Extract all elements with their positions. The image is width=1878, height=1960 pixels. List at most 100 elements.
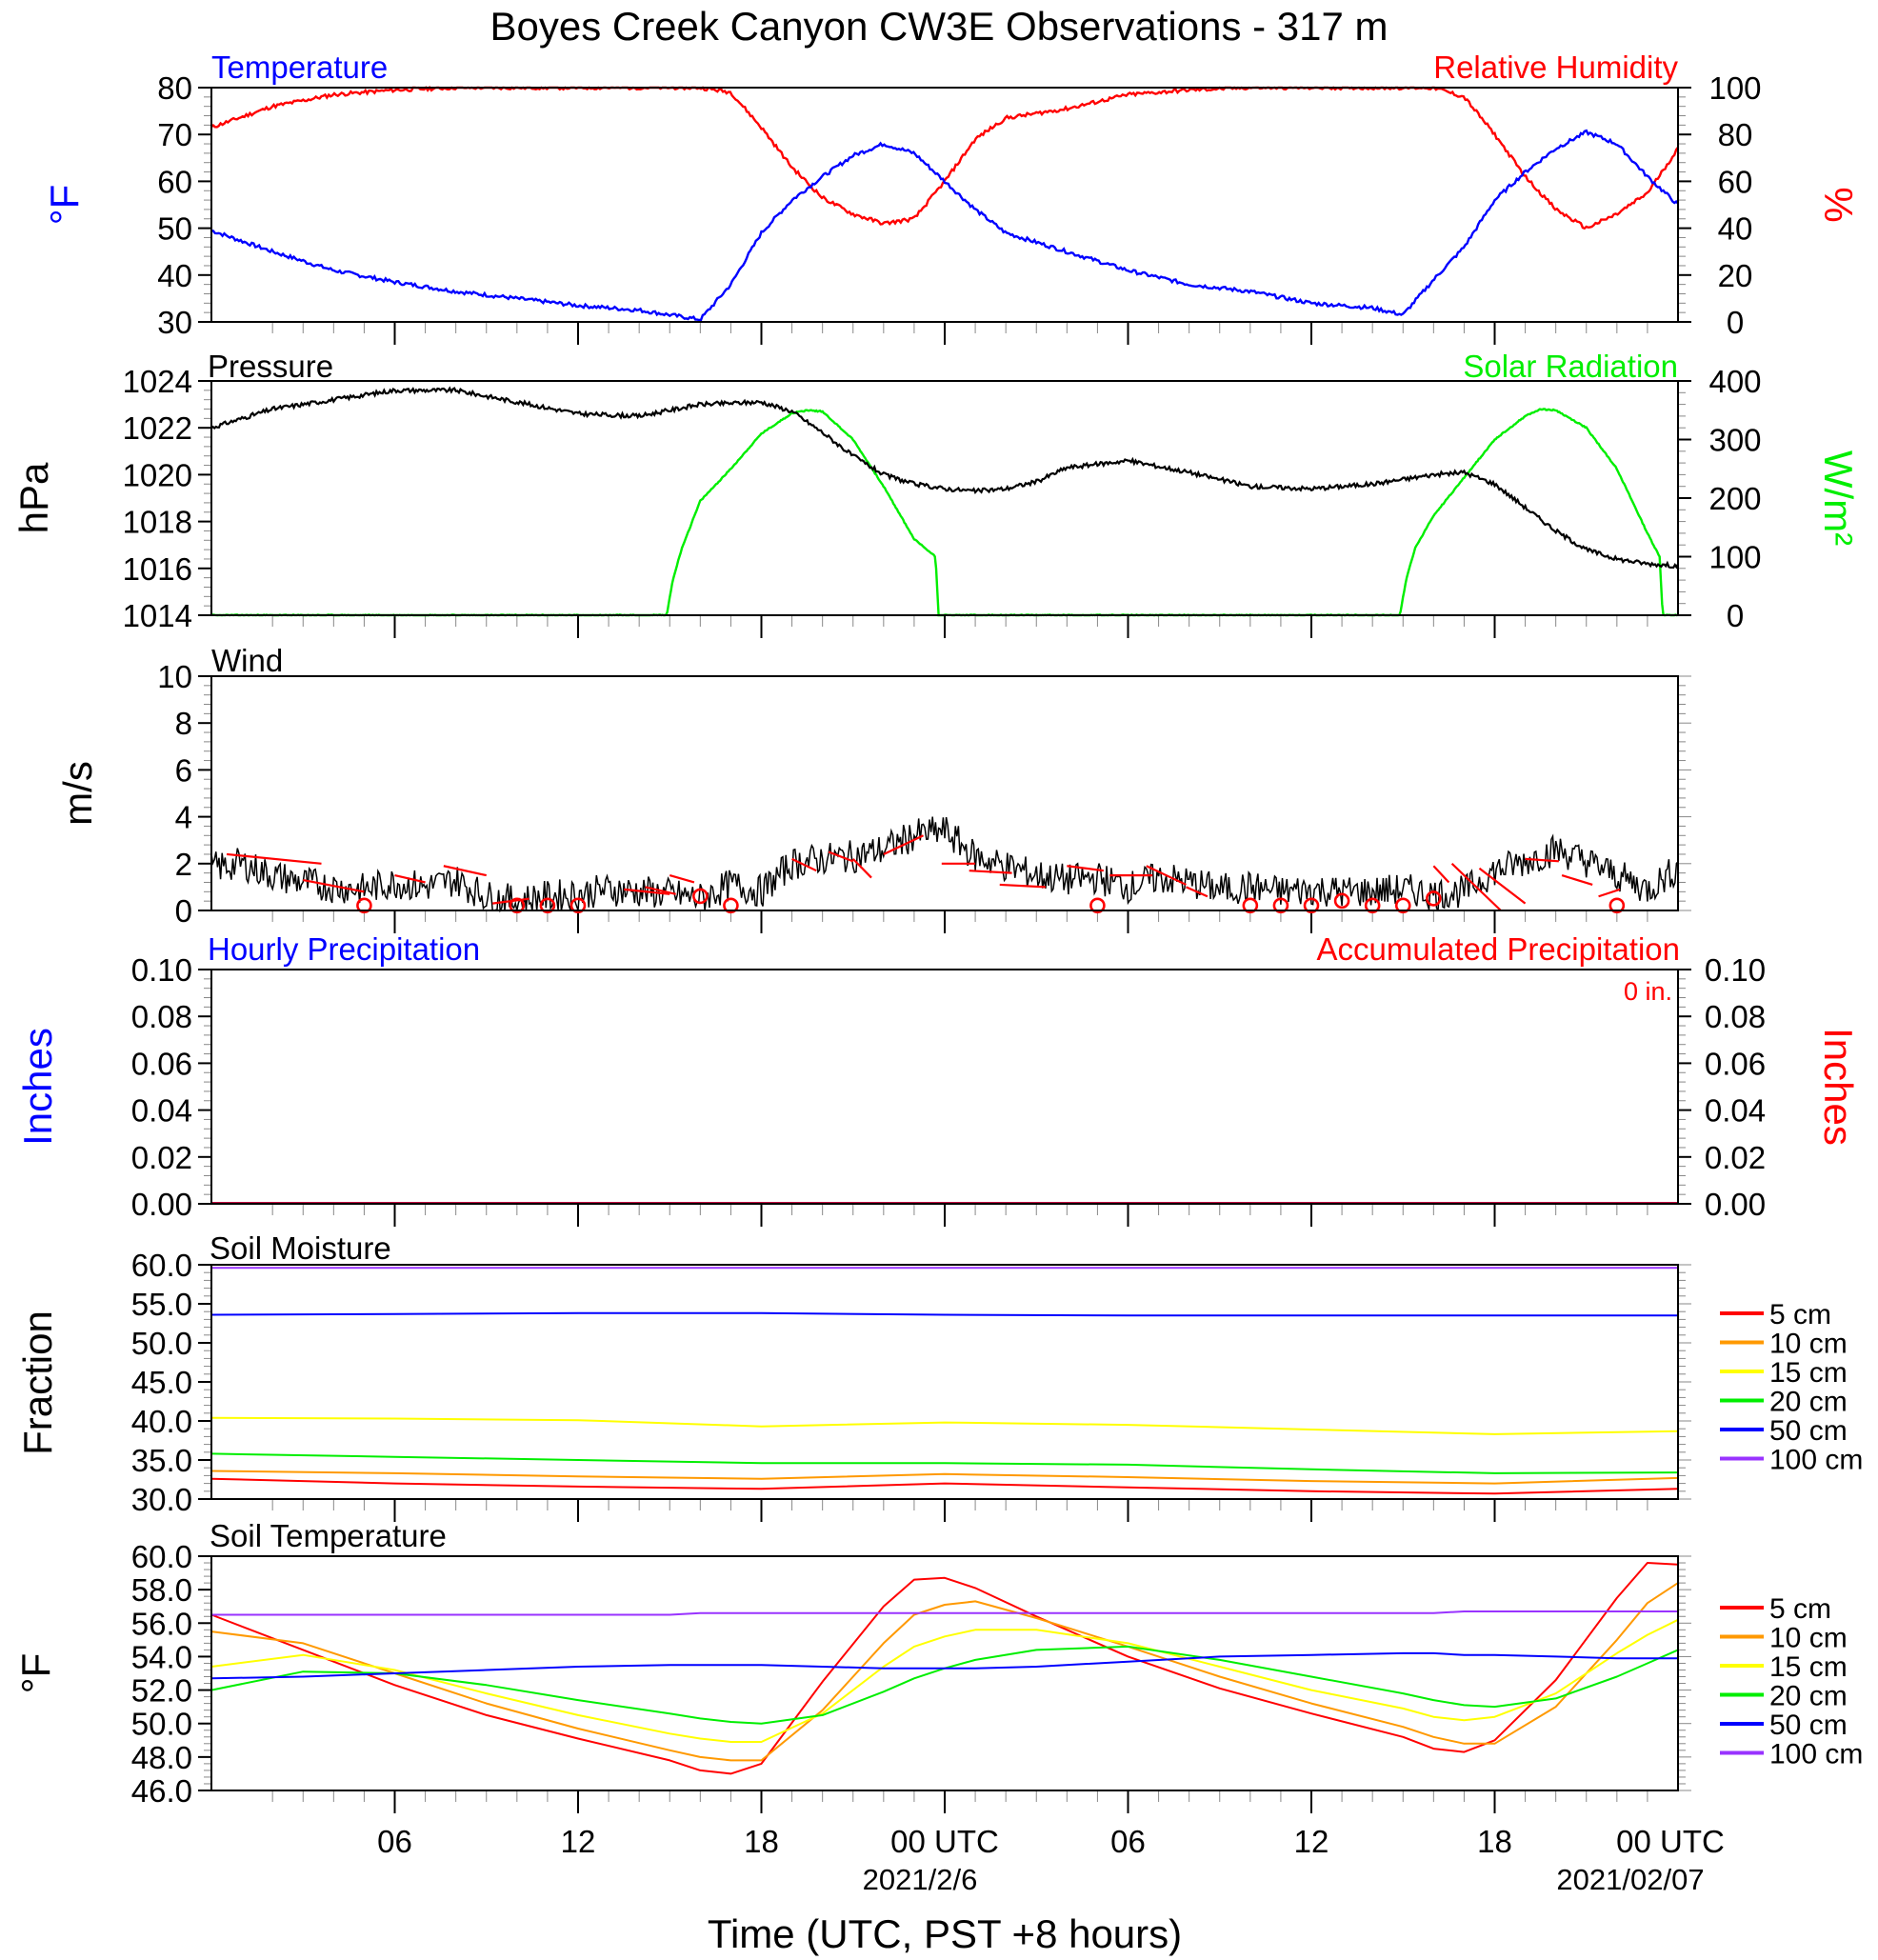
y-right-tick-label: 0.06 xyxy=(1705,1046,1766,1081)
wind-barb xyxy=(645,886,676,895)
time-tick-label: 06 xyxy=(377,1824,412,1859)
calm-wind-marker xyxy=(1426,890,1442,907)
temperature-title: Temperature xyxy=(211,50,388,85)
soil-temperature-series-group xyxy=(210,1562,1679,1775)
wind-barb xyxy=(624,888,670,895)
y-tick-label: 0.04 xyxy=(131,1093,192,1129)
y-tick-label: 0.10 xyxy=(131,952,192,988)
y-right-tick-label: 400 xyxy=(1708,364,1761,399)
depth-line-2 xyxy=(210,1416,1679,1435)
hourly-precip-axis-label: Inches xyxy=(15,1028,60,1146)
y-tick-label: 50.0 xyxy=(131,1707,192,1742)
soil-temperature-frame xyxy=(210,1555,1679,1791)
depth-line-4 xyxy=(210,1651,1678,1680)
pressure-ticks: 1014 1016 1018 1020 1022 1024 0 100 200 300 400 xyxy=(123,364,1762,638)
depth-line-3 xyxy=(210,1645,1679,1725)
calm-wind-marker xyxy=(1364,897,1381,914)
time-axis-label: Time (UTC, PST +8 hours) xyxy=(708,1911,1182,1956)
soil-temperature-axis-label: °F xyxy=(13,1653,58,1693)
y-right-tick-label: 40 xyxy=(1718,211,1753,247)
soil-moisture-series-group xyxy=(210,1267,1679,1495)
wind-barb xyxy=(1478,867,1527,905)
wind-barb xyxy=(1525,857,1559,863)
humidity-title: Relative Humidity xyxy=(1433,50,1678,85)
time-tick-label: 00 UTC xyxy=(890,1824,999,1859)
y-tick-label: 35.0 xyxy=(131,1443,192,1478)
y-tick-label: 6 xyxy=(175,752,192,788)
chart-title: Boyes Creek Canyon CW3E Observations - 3… xyxy=(489,4,1388,49)
depth-line-4 xyxy=(210,1311,1678,1317)
wind-barb xyxy=(999,883,1046,889)
wind-barb xyxy=(883,834,925,855)
calm-wind-marker xyxy=(1394,897,1411,914)
wind-barb xyxy=(1450,863,1502,911)
time-tick-label: 18 xyxy=(1477,1824,1512,1859)
humidity-axis-label: % xyxy=(1816,187,1861,222)
soil-moisture-axis-label: Fraction xyxy=(15,1310,60,1455)
calm-wind-marker xyxy=(509,897,526,914)
y-tick-label: 70 xyxy=(157,117,192,152)
y-right-tick-label: 100 xyxy=(1708,540,1761,575)
y-right-tick-label: 0.10 xyxy=(1705,952,1766,988)
legend-label: 10 cm xyxy=(1769,1623,1848,1654)
time-tick-label: 06 xyxy=(1110,1824,1146,1859)
calm-wind-marker xyxy=(1333,892,1350,910)
y-tick-label: 58.0 xyxy=(131,1572,192,1608)
solar-title: Solar Radiation xyxy=(1463,349,1678,384)
y-tick-label: 1020 xyxy=(123,457,192,492)
calm-wind-marker xyxy=(692,888,709,905)
pressure-solar-panel: Pressure Solar Radiation hPa W/m² 101410… xyxy=(11,349,1861,638)
depth-line-3 xyxy=(210,1452,1679,1474)
hourly-precip-title: Hourly Precipitation xyxy=(208,931,480,967)
time-axis: 06 12 18 00 UTC 06 12 18 00 UTC xyxy=(377,1824,1725,1859)
legend-label: 10 cm xyxy=(1769,1329,1848,1360)
soil-temperature-panel: Soil Temperature °F 46.048.050.052.054.0… xyxy=(13,1518,1863,1813)
y-tick-label: 56.0 xyxy=(131,1606,192,1641)
legend-label: 15 cm xyxy=(1769,1357,1848,1389)
y-tick-label: 0 xyxy=(175,893,192,929)
legend-label: 15 cm xyxy=(1769,1651,1848,1683)
y-tick-label: 0.06 xyxy=(131,1046,192,1081)
y-tick-label: 50 xyxy=(157,211,192,247)
y-tick-label: 1018 xyxy=(123,505,192,540)
wind-speed-line xyxy=(210,816,1679,913)
wind-barb xyxy=(394,874,426,884)
wind-ticks: 0 2 4 6 8 10 xyxy=(157,659,1691,933)
y-tick-label: 0.00 xyxy=(131,1187,192,1222)
depth-line-1 xyxy=(210,1582,1679,1762)
y-tick-label: 1022 xyxy=(123,410,192,446)
soil-temperature-ticks: 46.048.050.052.054.056.058.060.0 xyxy=(131,1539,1691,1813)
depth-line-0 xyxy=(210,1562,1679,1775)
y-right-tick-label: 0 xyxy=(1727,305,1744,340)
wind-title: Wind xyxy=(211,643,283,678)
solar-axis-label: W/m² xyxy=(1816,450,1861,546)
depth-line-5 xyxy=(211,1610,1678,1616)
y-tick-label: 1024 xyxy=(123,364,192,399)
soil-temperature-title: Soil Temperature xyxy=(210,1518,447,1553)
accum-precip-total: 0 in. xyxy=(1624,977,1672,1006)
legend-label: 20 cm xyxy=(1769,1681,1848,1712)
time-tick-label: 12 xyxy=(1294,1824,1329,1859)
calm-wind-marker xyxy=(1272,897,1289,914)
y-right-tick-label: 0.00 xyxy=(1705,1187,1766,1222)
wind-barb xyxy=(226,852,322,865)
pressure-line xyxy=(210,386,1679,570)
y-right-tick-label: 200 xyxy=(1708,481,1761,516)
legend-label: 5 cm xyxy=(1769,1299,1831,1330)
y-right-tick-label: 80 xyxy=(1718,117,1753,152)
precipitation-frame xyxy=(210,969,1679,1205)
wind-barb xyxy=(443,865,487,877)
temperature-humidity-panel: Temperature Relative Humidity °F % 30 40 5… xyxy=(42,50,1861,345)
precipitation-ticks: 0.00 0.02 0.04 0.06 0.08 0.10 0.00 0.02 0.04 0.06… xyxy=(131,952,1766,1227)
temperature-frame xyxy=(210,87,1679,323)
y-tick-label: 10 xyxy=(157,659,192,694)
y-right-tick-label: 300 xyxy=(1708,423,1761,458)
pressure-axis-label: hPa xyxy=(11,462,56,533)
date-label-1: 2021/2/6 xyxy=(863,1863,978,1896)
legend-label: 50 cm xyxy=(1769,1415,1848,1447)
calm-wind-marker xyxy=(1089,897,1106,914)
